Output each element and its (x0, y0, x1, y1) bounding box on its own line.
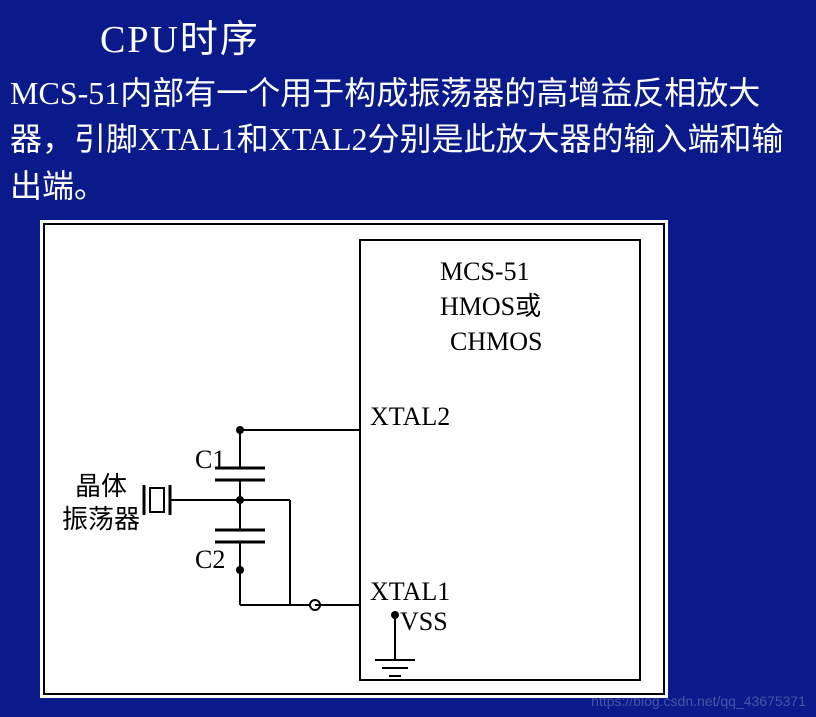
c1-label: C1 (195, 445, 225, 474)
watermark: https://blog.csdn.net/qq_43675371 (591, 693, 806, 709)
chip-label-1: MCS-51 (440, 257, 530, 286)
chip-label-2: HMOS或 (440, 292, 541, 321)
circuit-diagram: MCS-51 HMOS或 CHMOS XTAL2 XTAL1 VSS C1 (40, 220, 668, 698)
c2-label: C2 (195, 545, 225, 574)
xtal-body (150, 488, 164, 512)
node-vss (391, 611, 399, 619)
xtal-label-1: 晶体 (75, 472, 127, 501)
circuit-svg: MCS-51 HMOS或 CHMOS XTAL2 XTAL1 VSS C1 (40, 220, 668, 698)
chip-label-3: CHMOS (450, 327, 542, 356)
xtal-label-2: 振荡器 (62, 505, 140, 534)
diagram-border (44, 224, 664, 694)
body-paragraph: MCS-51内部有一个用于构成振荡器的高增益反相放大器，引脚XTAL1和XTAL… (10, 70, 805, 209)
page-title: CPU时序 (100, 8, 260, 63)
pin-xtal2: XTAL2 (370, 402, 450, 431)
pin-xtal1: XTAL1 (370, 577, 450, 606)
pin-vss: VSS (400, 607, 448, 636)
